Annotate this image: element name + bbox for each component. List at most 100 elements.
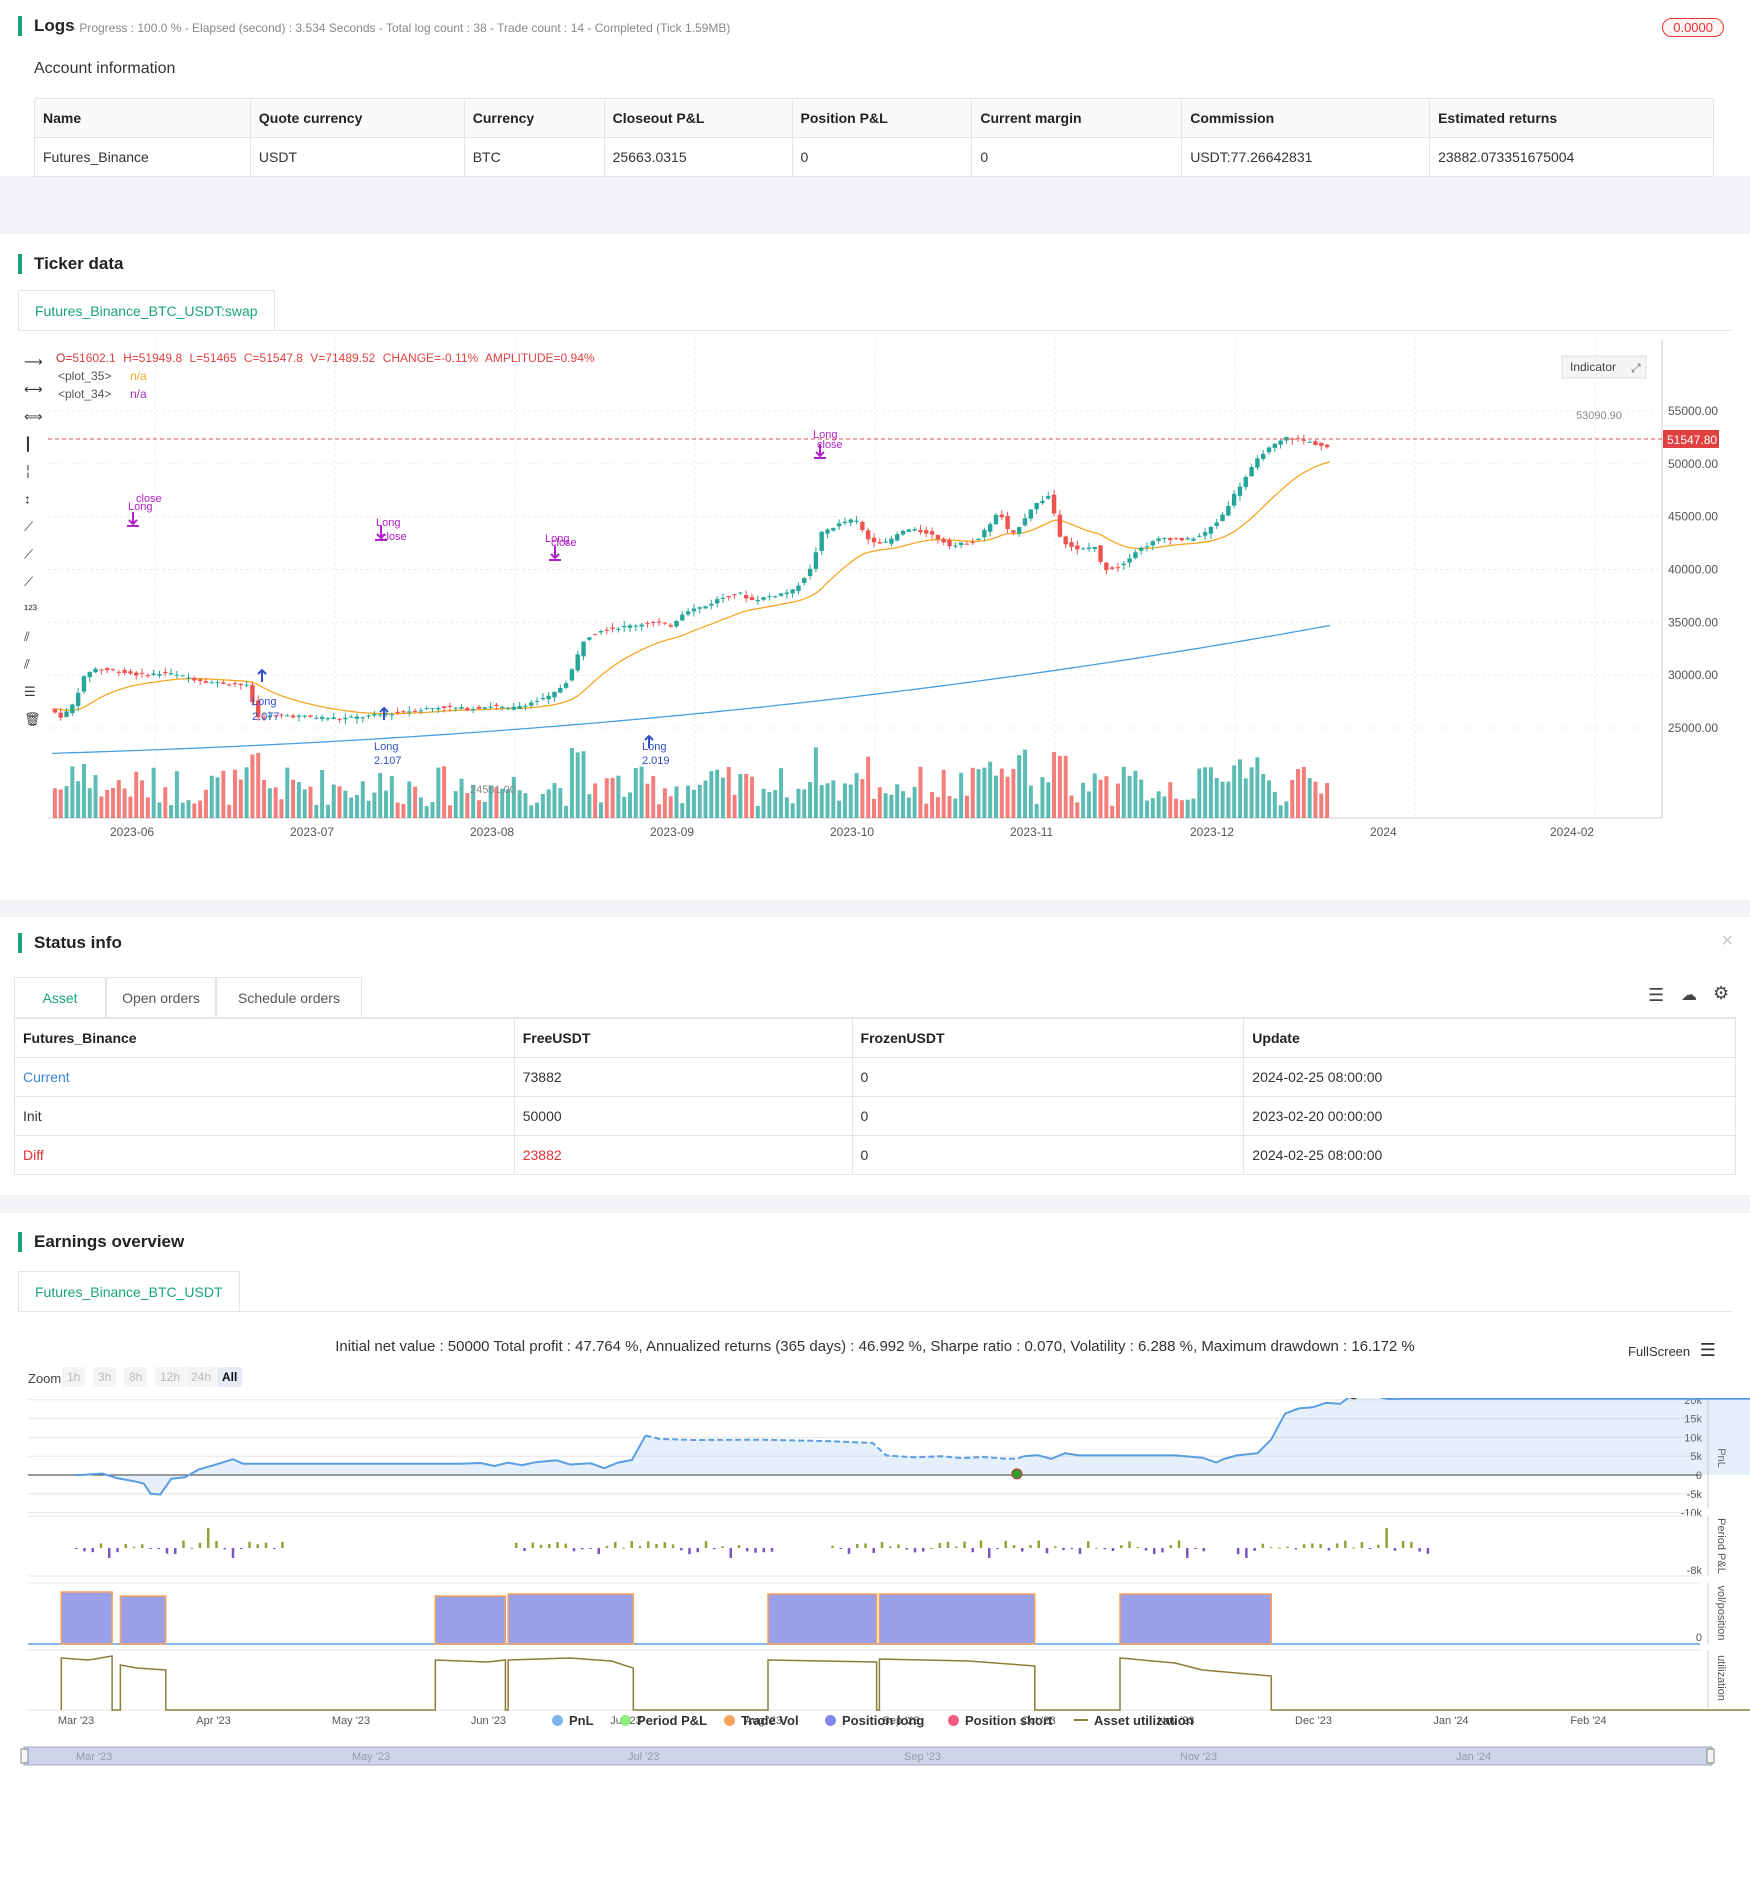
account-header: Closeout P&L (603, 98, 793, 138)
month-tick: Nov '23 (1158, 1715, 1195, 1727)
period-pnl-bar (523, 1548, 526, 1551)
drawing-tool-icon[interactable]: ⫽ (23, 629, 30, 644)
candle-body (790, 589, 795, 594)
volume-bar (558, 788, 563, 818)
period-pnl-bar (930, 1547, 933, 1549)
close-icon[interactable]: ✕ (1720, 933, 1734, 950)
candle-body (325, 718, 331, 720)
volume-bar (244, 767, 249, 818)
candle-body (895, 534, 900, 541)
candle-body (1121, 563, 1126, 566)
list-icon[interactable]: ☰ (1648, 985, 1665, 1005)
volume-bar (866, 756, 871, 818)
volume-bar (1249, 767, 1254, 818)
tab-open-orders[interactable]: Open orders (106, 977, 216, 1017)
plot34-legend: <plot_34> (58, 387, 111, 401)
tab-ticker-symbol[interactable]: Futures_Binance_BTC_USDT:swap (18, 290, 275, 330)
navigator-right-handle[interactable] (1706, 1748, 1715, 1764)
volume-bar (540, 793, 545, 818)
account-header: Position P&L (791, 98, 973, 138)
period-pnl-bar (1161, 1548, 1164, 1553)
legend-item-trade-vol[interactable]: Trade Vol (724, 1713, 799, 1728)
drawing-tool-icon[interactable]: ⟋ (24, 574, 34, 589)
candle-body (174, 674, 180, 676)
zoom-button-24h[interactable]: 24h (186, 1367, 217, 1387)
zoom-button-3h[interactable]: 3h (93, 1367, 117, 1387)
candle-body (1168, 538, 1173, 541)
volume-bar (755, 805, 760, 818)
month-tick: Apr '23 (196, 1715, 231, 1727)
gear-icon[interactable]: ⚙ (1713, 983, 1730, 1003)
indicator-button[interactable] (1561, 355, 1647, 379)
candle-body (796, 585, 801, 592)
period-pnl-bar (99, 1543, 103, 1548)
legend-item-pnl[interactable]: PnL (552, 1713, 594, 1728)
volume-bar (732, 794, 737, 818)
volume-bar (819, 785, 824, 818)
candle-body (1127, 558, 1132, 563)
candle-body (75, 692, 81, 707)
trade-marker-label: Long (376, 517, 400, 529)
account-header: Commission (1181, 98, 1431, 138)
period-pnl-bar (157, 1548, 160, 1549)
drawing-tool-icon[interactable]: 🗑 (24, 712, 41, 727)
asset-header: FrozenUSDT (851, 1018, 1245, 1058)
drawing-tool-icon[interactable]: ⟋ (24, 519, 34, 534)
cloud-icon[interactable]: ☁ (1681, 987, 1697, 1004)
zoom-button-1h[interactable]: 1h (62, 1367, 86, 1387)
period-pnl-bar (564, 1543, 567, 1548)
tab-asset[interactable]: Asset (14, 977, 106, 1017)
candle-body (714, 599, 720, 604)
period-pnl-bar (531, 1542, 534, 1548)
volume-bar (1296, 768, 1301, 818)
volume-bar (1307, 778, 1312, 818)
trade-marker-label: 2.019 (642, 755, 670, 767)
menu-icon[interactable]: ☰ (1699, 1340, 1716, 1360)
volume-bar (1011, 768, 1016, 818)
period-pnl-bar (1144, 1548, 1148, 1551)
volume-bar (1040, 777, 1045, 818)
drawing-tool-icon[interactable]: ¹²³ (24, 602, 38, 617)
drawing-tool-icon[interactable]: ⟶ (24, 354, 43, 369)
legend-dot-icon (552, 1715, 563, 1726)
zoom-button-All[interactable]: All (217, 1367, 243, 1387)
period-pnl-bar (655, 1544, 658, 1548)
volume-bar (1046, 782, 1051, 818)
candle-body (99, 669, 104, 671)
legend-item-asset-utilization[interactable]: Asset utilization (1074, 1713, 1194, 1728)
drawing-tool-icon[interactable]: ╎ (24, 464, 32, 479)
expand-icon[interactable]: ⤢ (1630, 361, 1641, 375)
volume-bar (198, 800, 203, 818)
fullscreen-button[interactable]: FullScreen ☰ (1628, 1340, 1716, 1360)
drawing-tool-icon[interactable]: ⟷ (24, 382, 43, 397)
volume-bar (552, 783, 557, 818)
zoom-button-8h[interactable]: 8h (124, 1367, 148, 1387)
tab-earnings-symbol[interactable]: Futures_Binance_BTC_USDT (18, 1271, 240, 1311)
candle-body (1040, 500, 1045, 504)
drawing-tool-icon[interactable]: ┃ (24, 436, 32, 453)
legend-item-period-p-l[interactable]: Period P&L (620, 1713, 707, 1728)
zoom-button-12h[interactable]: 12h (155, 1367, 186, 1387)
candle-body (865, 530, 871, 540)
period-pnl-bar (1087, 1541, 1090, 1548)
volume-bar (767, 791, 772, 818)
drawing-tool-icon[interactable]: ☰ (24, 684, 36, 699)
volume-bar (1325, 782, 1330, 818)
candle-body (703, 606, 708, 609)
drawing-tool-icon[interactable]: ↕ (24, 492, 31, 507)
volume-bar (471, 784, 476, 818)
legend-item-position-long[interactable]: Position long (825, 1713, 924, 1728)
legend-item-position-short[interactable]: Position short (948, 1713, 1052, 1728)
asset-header: Futures_Binance (14, 1018, 515, 1058)
drawing-tool-icon[interactable]: ⟋ (24, 547, 34, 562)
volume-bar (1284, 801, 1289, 818)
tab-schedule-orders[interactable]: Schedule orders (216, 977, 362, 1017)
drawing-tool-icon[interactable]: ⟺ (24, 409, 43, 424)
navigator-left-handle[interactable] (20, 1748, 29, 1764)
period-pnl-bar (1410, 1541, 1413, 1548)
period-pnl-bar (572, 1548, 576, 1552)
period-pnl-bar (614, 1541, 617, 1548)
drawing-tool-icon[interactable]: ⫽ (23, 657, 30, 672)
candle-body (273, 715, 278, 717)
plot34-value: n/a (130, 387, 147, 401)
